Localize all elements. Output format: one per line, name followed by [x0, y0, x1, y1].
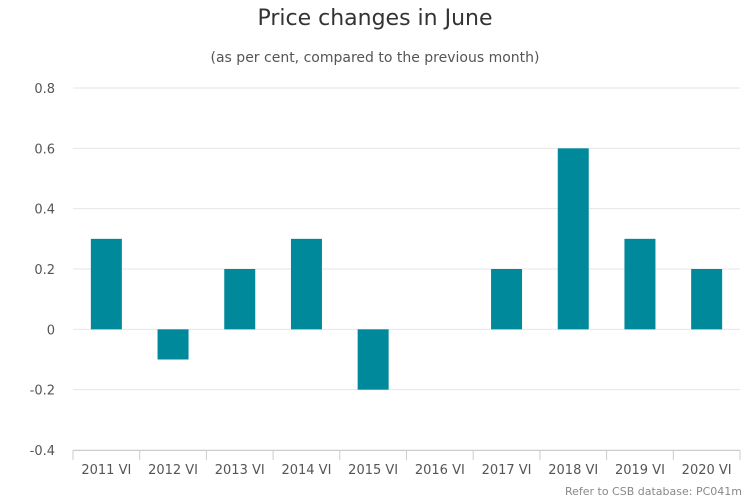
y-tick-label: -0.2 — [30, 384, 55, 399]
x-tick-label: 2013 VI — [215, 463, 265, 478]
y-tick-label: 0.6 — [34, 142, 55, 157]
x-tick-label: 2017 VI — [482, 463, 532, 478]
x-tick-label: 2011 VI — [81, 463, 131, 478]
y-tick-label: 0.8 — [34, 82, 55, 97]
bar — [357, 329, 389, 390]
y-tick-label: 0.2 — [34, 263, 55, 278]
x-tick-label: 2019 VI — [615, 463, 665, 478]
chart-subtitle: (as per cent, compared to the previous m… — [210, 50, 540, 66]
bar — [224, 269, 256, 330]
x-tick-label: 2014 VI — [281, 463, 331, 478]
credit-link[interactable]: Refer to CSB database: PC041m — [564, 485, 742, 498]
bar — [90, 238, 122, 330]
x-tick-label: 2016 VI — [415, 463, 465, 478]
x-tick-label: 2015 VI — [348, 463, 398, 478]
chart-title: Price changes in June — [257, 6, 493, 31]
y-tick-label: 0.4 — [34, 203, 55, 218]
x-tick-label: 2012 VI — [148, 463, 198, 478]
bar — [157, 329, 189, 360]
bar — [691, 269, 723, 330]
bar — [557, 148, 589, 330]
bar — [624, 238, 656, 330]
x-tick-label: 2020 VI — [682, 463, 732, 478]
bar — [491, 269, 523, 330]
bar — [290, 238, 322, 330]
y-tick-label: -0.4 — [30, 444, 55, 459]
y-tick-label: 0 — [47, 323, 55, 338]
x-tick-label: 2018 VI — [548, 463, 598, 478]
